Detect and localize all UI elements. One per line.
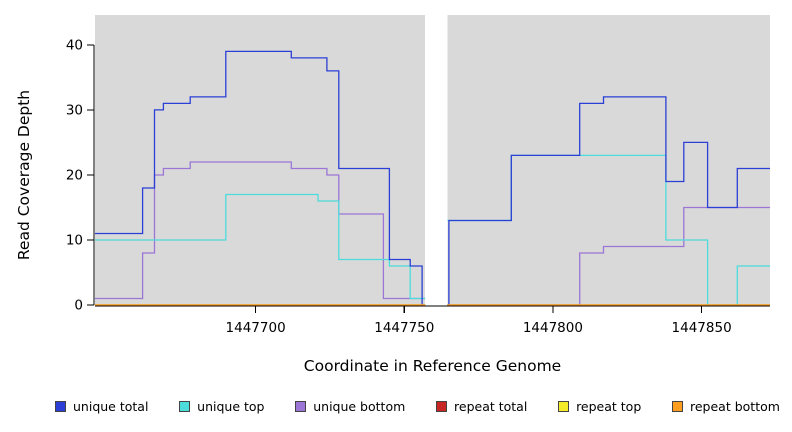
legend-swatch-repeat-bottom (672, 401, 683, 412)
series-line-unique-total (95, 50, 426, 306)
legend-swatch-repeat-total (436, 401, 448, 412)
legend-label-unique-bottom: unique bottom (313, 399, 406, 414)
legend-item-repeat-bottom: repeat bottom (672, 399, 780, 414)
coverage-chart-svg: 0 10 20 30 40 1447700 1447750 1447800 1447850 (66, 15, 770, 336)
legend-swatch-unique-top (179, 401, 191, 412)
legend-swatch-unique-total (55, 401, 66, 412)
x-axis-title: Coordinate in Reference Genome (303, 357, 562, 375)
chart-legend: unique total unique top unique bottom repea… (55, 399, 780, 414)
x-tick-label: 1447700 (226, 320, 286, 336)
legend-label-repeat-bottom: repeat bottom (690, 399, 780, 414)
series-line-unique-total (447, 96, 770, 306)
legend-item-unique-top: unique top (179, 399, 264, 414)
series-line-unique-bottom (95, 161, 426, 300)
y-tick-label: 10 (66, 233, 83, 249)
y-axis-title: Read Coverage Depth (15, 89, 33, 261)
legend-item-repeat-total: repeat total (436, 399, 527, 414)
legend-item-unique-bottom: unique bottom (295, 399, 405, 414)
series-line-unique-top (95, 193, 426, 300)
y-tick-label: 40 (66, 37, 83, 53)
legend-swatch-repeat-top (558, 401, 570, 412)
legend-label-unique-top: unique top (197, 399, 265, 414)
legend-swatch-unique-bottom (295, 401, 307, 412)
legend-label-repeat-top: repeat top (576, 399, 642, 414)
y-tick-label: 0 (74, 298, 83, 314)
legend-label-repeat-total: repeat total (454, 399, 528, 414)
y-tick-label: 20 (66, 168, 83, 184)
x-tick-label: 1447750 (374, 320, 434, 336)
x-tick-label: 1447800 (523, 320, 583, 336)
coverage-gap-band (425, 15, 448, 305)
y-tick-label: 30 (66, 102, 83, 118)
legend-label-unique-total: unique total (73, 399, 149, 414)
series-line-unique-bottom (447, 206, 770, 306)
x-tick-label: 1447850 (672, 320, 732, 336)
legend-item-repeat-top: repeat top (558, 399, 641, 414)
legend-item-unique-total: unique total (55, 399, 148, 414)
